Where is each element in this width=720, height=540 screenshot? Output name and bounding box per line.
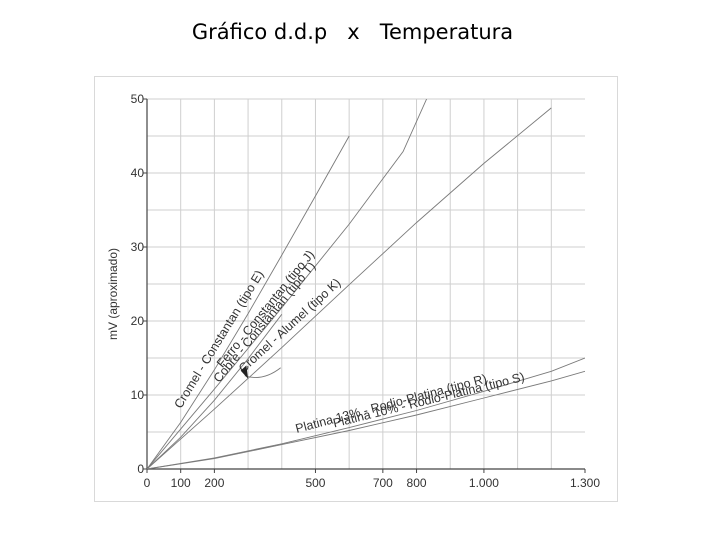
y-tick-label: 10: [131, 388, 145, 402]
grid: [147, 98, 585, 469]
series-line-3: [147, 314, 283, 469]
x-tick-label: 500: [305, 476, 325, 490]
x-tick-label: 1.300: [570, 476, 600, 490]
y-tick-label: 30: [131, 240, 145, 254]
series-line-0: [147, 135, 350, 469]
x-tick-label: 100: [171, 476, 191, 490]
y-tick-label: 40: [131, 166, 145, 180]
y-tick-label: 20: [131, 314, 145, 328]
x-tick-label: 700: [373, 476, 393, 490]
y-tick-label: 0: [137, 462, 144, 476]
series-line-1: [147, 99, 428, 469]
x-tick-label: 0: [144, 476, 151, 490]
y-tick-label: 50: [131, 92, 145, 106]
x-tick-label: 1.000: [469, 476, 499, 490]
page-title: Gráfico d.d.p x Temperatura: [191, 20, 514, 44]
series-line-5: [147, 370, 585, 469]
label-pointer-arrowhead: [240, 365, 249, 379]
y-axis-label: mV (aproximado): [106, 248, 120, 340]
x-tick-label: 200: [204, 476, 224, 490]
series-line-2: [147, 107, 552, 469]
series-line-4: [147, 357, 585, 469]
chart-frame: 0 10 20 30 40 50 0 100 200 500 700 800 1.000 1.300 Cr…: [94, 76, 618, 502]
series-label-5: Platina 10% - Rodio-Platina (tipo S): [332, 370, 526, 431]
series-lines: [147, 99, 585, 469]
x-tick-label: 800: [407, 476, 427, 490]
